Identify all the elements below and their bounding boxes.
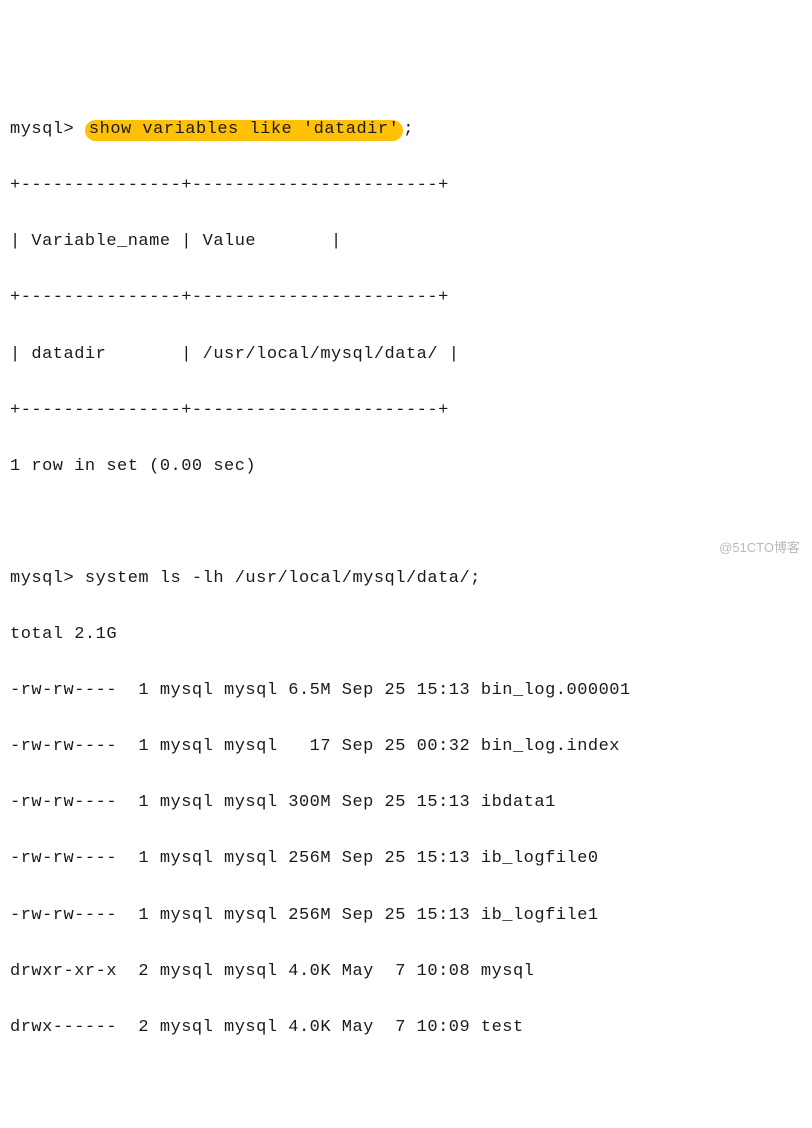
table-data-row: | datadir | /usr/local/mysql/data/ | (10, 341, 802, 369)
mysql-prompt-line-1: mysql> show variables like 'datadir'; (10, 116, 802, 144)
ls-row-0: -rw-rw---- 1 mysql mysql 6.5M Sep 25 15:… (10, 677, 802, 705)
ls-row-1: -rw-rw---- 1 mysql mysql 17 Sep 25 00:32… (10, 733, 802, 761)
table-border-top: +---------------+-----------------------… (10, 172, 802, 200)
mysql-prompt-line-2: mysql> system ls -lh /usr/local/mysql/da… (10, 565, 802, 593)
prompt-text: mysql> (10, 120, 85, 139)
ls-row-5: drwxr-xr-x 2 mysql mysql 4.0K May 7 10:0… (10, 958, 802, 986)
table-border-bottom: +---------------+-----------------------… (10, 397, 802, 425)
prompt-suffix: ; (403, 120, 414, 139)
ls-row-6: drwx------ 2 mysql mysql 4.0K May 7 10:0… (10, 1014, 802, 1042)
ls-total: total 2.1G (10, 621, 802, 649)
result-footer: 1 row in set (0.00 sec) (10, 453, 802, 481)
ls-row-4: -rw-rw---- 1 mysql mysql 256M Sep 25 15:… (10, 902, 802, 930)
highlighted-command: show variables like 'datadir' (85, 120, 403, 141)
table-header-row: | Variable_name | Value | (10, 228, 802, 256)
watermark-text: @51CTO博客 (719, 537, 800, 558)
ls-row-2: -rw-rw---- 1 mysql mysql 300M Sep 25 15:… (10, 789, 802, 817)
table-border-mid: +---------------+-----------------------… (10, 284, 802, 312)
ls-row-3: -rw-rw---- 1 mysql mysql 256M Sep 25 15:… (10, 845, 802, 873)
blank-line (10, 509, 802, 537)
